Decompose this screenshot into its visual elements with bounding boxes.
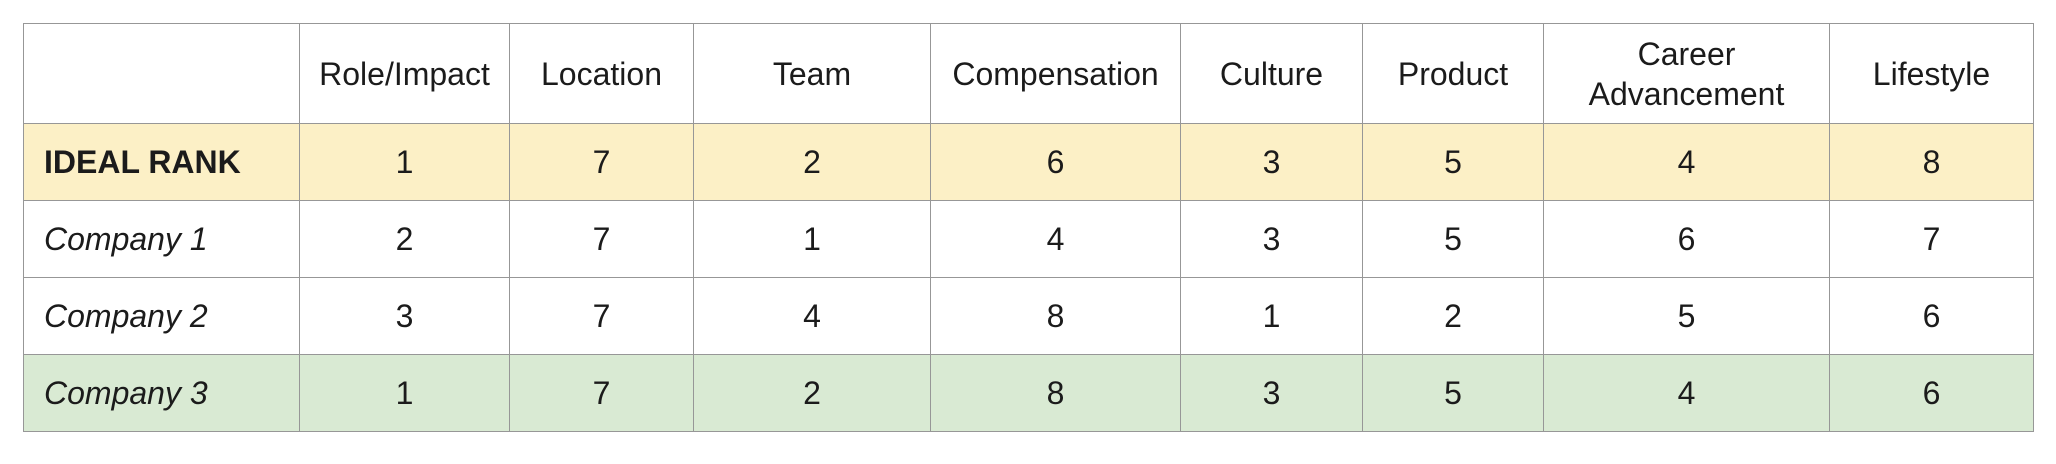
row-label-company-1[interactable]: Company 1	[23, 200, 300, 278]
header-row: Role/Impact Location Team Compensation C…	[23, 23, 2034, 124]
cell-ideal-lifestyle[interactable]: 8	[1829, 123, 2034, 201]
cell-company2-career-advancement[interactable]: 5	[1543, 277, 1830, 355]
cell-company1-product[interactable]: 5	[1362, 200, 1544, 278]
cell-company2-product[interactable]: 2	[1362, 277, 1544, 355]
cell-company1-career-advancement[interactable]: 6	[1543, 200, 1830, 278]
cell-ideal-career-advancement[interactable]: 4	[1543, 123, 1830, 201]
header-cell-role-impact[interactable]: Role/Impact	[299, 23, 510, 124]
header-cell-location[interactable]: Location	[509, 23, 694, 124]
header-cell-lifestyle[interactable]: Lifestyle	[1829, 23, 2034, 124]
cell-company1-role-impact[interactable]: 2	[299, 200, 510, 278]
header-cell-culture[interactable]: Culture	[1180, 23, 1363, 124]
cell-ideal-team[interactable]: 2	[693, 123, 931, 201]
cell-ideal-product[interactable]: 5	[1362, 123, 1544, 201]
cell-company3-team[interactable]: 2	[693, 354, 931, 432]
cell-ideal-culture[interactable]: 3	[1180, 123, 1363, 201]
header-cell-team[interactable]: Team	[693, 23, 931, 124]
table-row-company-3: Company 3 1 7 2 8 3 5 4 6	[23, 354, 2034, 432]
cell-company2-compensation[interactable]: 8	[930, 277, 1181, 355]
row-label-ideal-rank[interactable]: IDEAL RANK	[23, 123, 300, 201]
cell-company1-team[interactable]: 1	[693, 200, 931, 278]
cell-company2-role-impact[interactable]: 3	[299, 277, 510, 355]
company-ranking-table: Role/Impact Location Team Compensation C…	[23, 23, 2034, 432]
cell-company3-compensation[interactable]: 8	[930, 354, 1181, 432]
cell-company3-culture[interactable]: 3	[1180, 354, 1363, 432]
cell-company1-compensation[interactable]: 4	[930, 200, 1181, 278]
header-cell-compensation[interactable]: Compensation	[930, 23, 1181, 124]
table-row-ideal-rank: IDEAL RANK 1 7 2 6 3 5 4 8	[23, 123, 2034, 201]
header-cell-blank[interactable]	[23, 23, 300, 124]
cell-company3-location[interactable]: 7	[509, 354, 694, 432]
table-row-company-2: Company 2 3 7 4 8 1 2 5 6	[23, 277, 2034, 355]
cell-company3-lifestyle[interactable]: 6	[1829, 354, 2034, 432]
cell-ideal-role-impact[interactable]: 1	[299, 123, 510, 201]
row-label-company-3[interactable]: Company 3	[23, 354, 300, 432]
header-cell-career-advancement[interactable]: Career Advancement	[1543, 23, 1830, 124]
table-row-company-1: Company 1 2 7 1 4 3 5 6 7	[23, 200, 2034, 278]
cell-company2-team[interactable]: 4	[693, 277, 931, 355]
cell-company2-culture[interactable]: 1	[1180, 277, 1363, 355]
cell-company1-lifestyle[interactable]: 7	[1829, 200, 2034, 278]
cell-company3-role-impact[interactable]: 1	[299, 354, 510, 432]
header-cell-product[interactable]: Product	[1362, 23, 1544, 124]
row-label-company-2[interactable]: Company 2	[23, 277, 300, 355]
cell-company1-culture[interactable]: 3	[1180, 200, 1363, 278]
cell-ideal-compensation[interactable]: 6	[930, 123, 1181, 201]
cell-company1-location[interactable]: 7	[509, 200, 694, 278]
cell-company3-product[interactable]: 5	[1362, 354, 1544, 432]
cell-company2-location[interactable]: 7	[509, 277, 694, 355]
cell-company3-career-advancement[interactable]: 4	[1543, 354, 1830, 432]
cell-company2-lifestyle[interactable]: 6	[1829, 277, 2034, 355]
cell-ideal-location[interactable]: 7	[509, 123, 694, 201]
